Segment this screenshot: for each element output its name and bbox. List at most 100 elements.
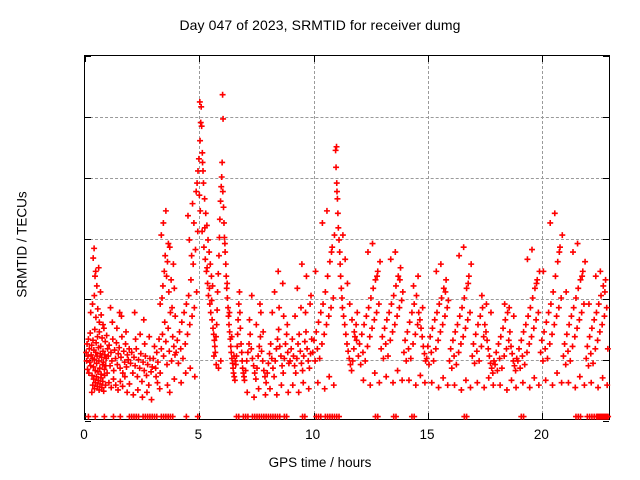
scatter-point [93, 373, 100, 380]
scatter-point [218, 174, 225, 180]
scatter-point [470, 340, 477, 347]
scatter-point [271, 288, 278, 295]
scatter-point [94, 333, 101, 340]
scatter-point [337, 261, 344, 268]
scatter-point [406, 319, 413, 326]
scatter-point [569, 343, 576, 350]
scatter-point [131, 309, 138, 316]
scatter-point [188, 252, 195, 259]
scatter-point [198, 123, 205, 130]
scatter-point [276, 304, 283, 311]
scatter-point [592, 345, 599, 352]
scatter-point [533, 280, 540, 287]
x-tick-mark-top [428, 56, 430, 62]
scatter-point [257, 333, 264, 340]
scatter-point [549, 331, 556, 338]
scatter-point [378, 345, 385, 352]
scatter-point [156, 385, 163, 392]
scatter-point [366, 333, 373, 340]
gridline-vertical [199, 56, 201, 419]
scatter-point [151, 343, 158, 350]
scatter-point [193, 188, 200, 195]
scatter-point [247, 331, 254, 338]
scatter-point [346, 355, 353, 362]
scatter-point [164, 361, 171, 368]
scatter-point [273, 345, 280, 352]
scatter-point [85, 336, 92, 343]
scatter-point [219, 188, 226, 195]
scatter-point [118, 333, 125, 340]
scatter-point [446, 357, 453, 364]
scatter-point [96, 319, 103, 326]
scatter-point [304, 345, 311, 352]
scatter-point [219, 91, 226, 98]
y-tick-mark [85, 56, 91, 57]
scatter-point [85, 413, 92, 420]
scatter-point [91, 245, 98, 252]
scatter-point [118, 354, 124, 361]
scatter-point [344, 340, 350, 347]
scatter-point [528, 333, 535, 340]
scatter-point [108, 357, 115, 364]
scatter-point [83, 357, 90, 364]
scatter-points-layer [83, 91, 612, 420]
scatter-point [359, 349, 366, 356]
scatter-point [333, 188, 340, 195]
scatter-point [357, 361, 364, 368]
scatter-point [419, 333, 426, 340]
scatter-point [112, 355, 119, 362]
scatter-point [396, 276, 403, 283]
scatter-point [273, 391, 280, 398]
scatter-point [279, 280, 286, 287]
scatter-point [110, 367, 117, 374]
scatter-point [91, 292, 98, 299]
scatter-point [115, 350, 122, 357]
scatter-point [373, 309, 380, 316]
scatter-point [150, 355, 157, 362]
scatter-point [207, 309, 214, 316]
scatter-point [231, 377, 238, 384]
scatter-point [299, 367, 306, 374]
scatter-point [116, 309, 123, 316]
scatter-point [585, 301, 592, 308]
scatter-point [314, 345, 321, 352]
scatter-point [454, 321, 461, 328]
scatter-point [338, 295, 345, 301]
scatter-point [213, 321, 220, 328]
scatter-point [100, 359, 107, 366]
scatter-point [222, 249, 229, 256]
scatter-point [453, 361, 460, 368]
scatter-point [426, 361, 433, 368]
scatter-point [136, 365, 143, 372]
scatter-point [533, 316, 540, 323]
scatter-point [319, 219, 326, 226]
scatter-point [349, 357, 356, 364]
scatter-point [220, 115, 227, 122]
scatter-point [185, 292, 192, 299]
scatter-point [447, 345, 454, 352]
scatter-point [91, 356, 98, 363]
scatter-point [176, 328, 183, 335]
scatter-point [199, 149, 206, 156]
scatter-point [598, 292, 605, 299]
scatter-point [333, 180, 340, 187]
scatter-point [535, 309, 542, 316]
scatter-point [215, 270, 222, 277]
scatter-point [260, 367, 267, 374]
scatter-point [165, 240, 172, 247]
scatter-point [205, 236, 212, 243]
scatter-point [291, 362, 298, 369]
scatter-point [414, 321, 421, 328]
scatter-point [387, 256, 394, 263]
scatter-point [148, 396, 155, 403]
scatter-point [595, 384, 602, 391]
scatter-point [603, 304, 610, 311]
scatter-point [408, 309, 415, 316]
scatter-point [427, 333, 434, 340]
scatter-point [526, 384, 533, 391]
scatter-point [385, 353, 391, 360]
scatter-point [452, 328, 459, 335]
scatter-point [405, 345, 412, 352]
scatter-point [108, 384, 115, 391]
scatter-point [198, 103, 205, 110]
